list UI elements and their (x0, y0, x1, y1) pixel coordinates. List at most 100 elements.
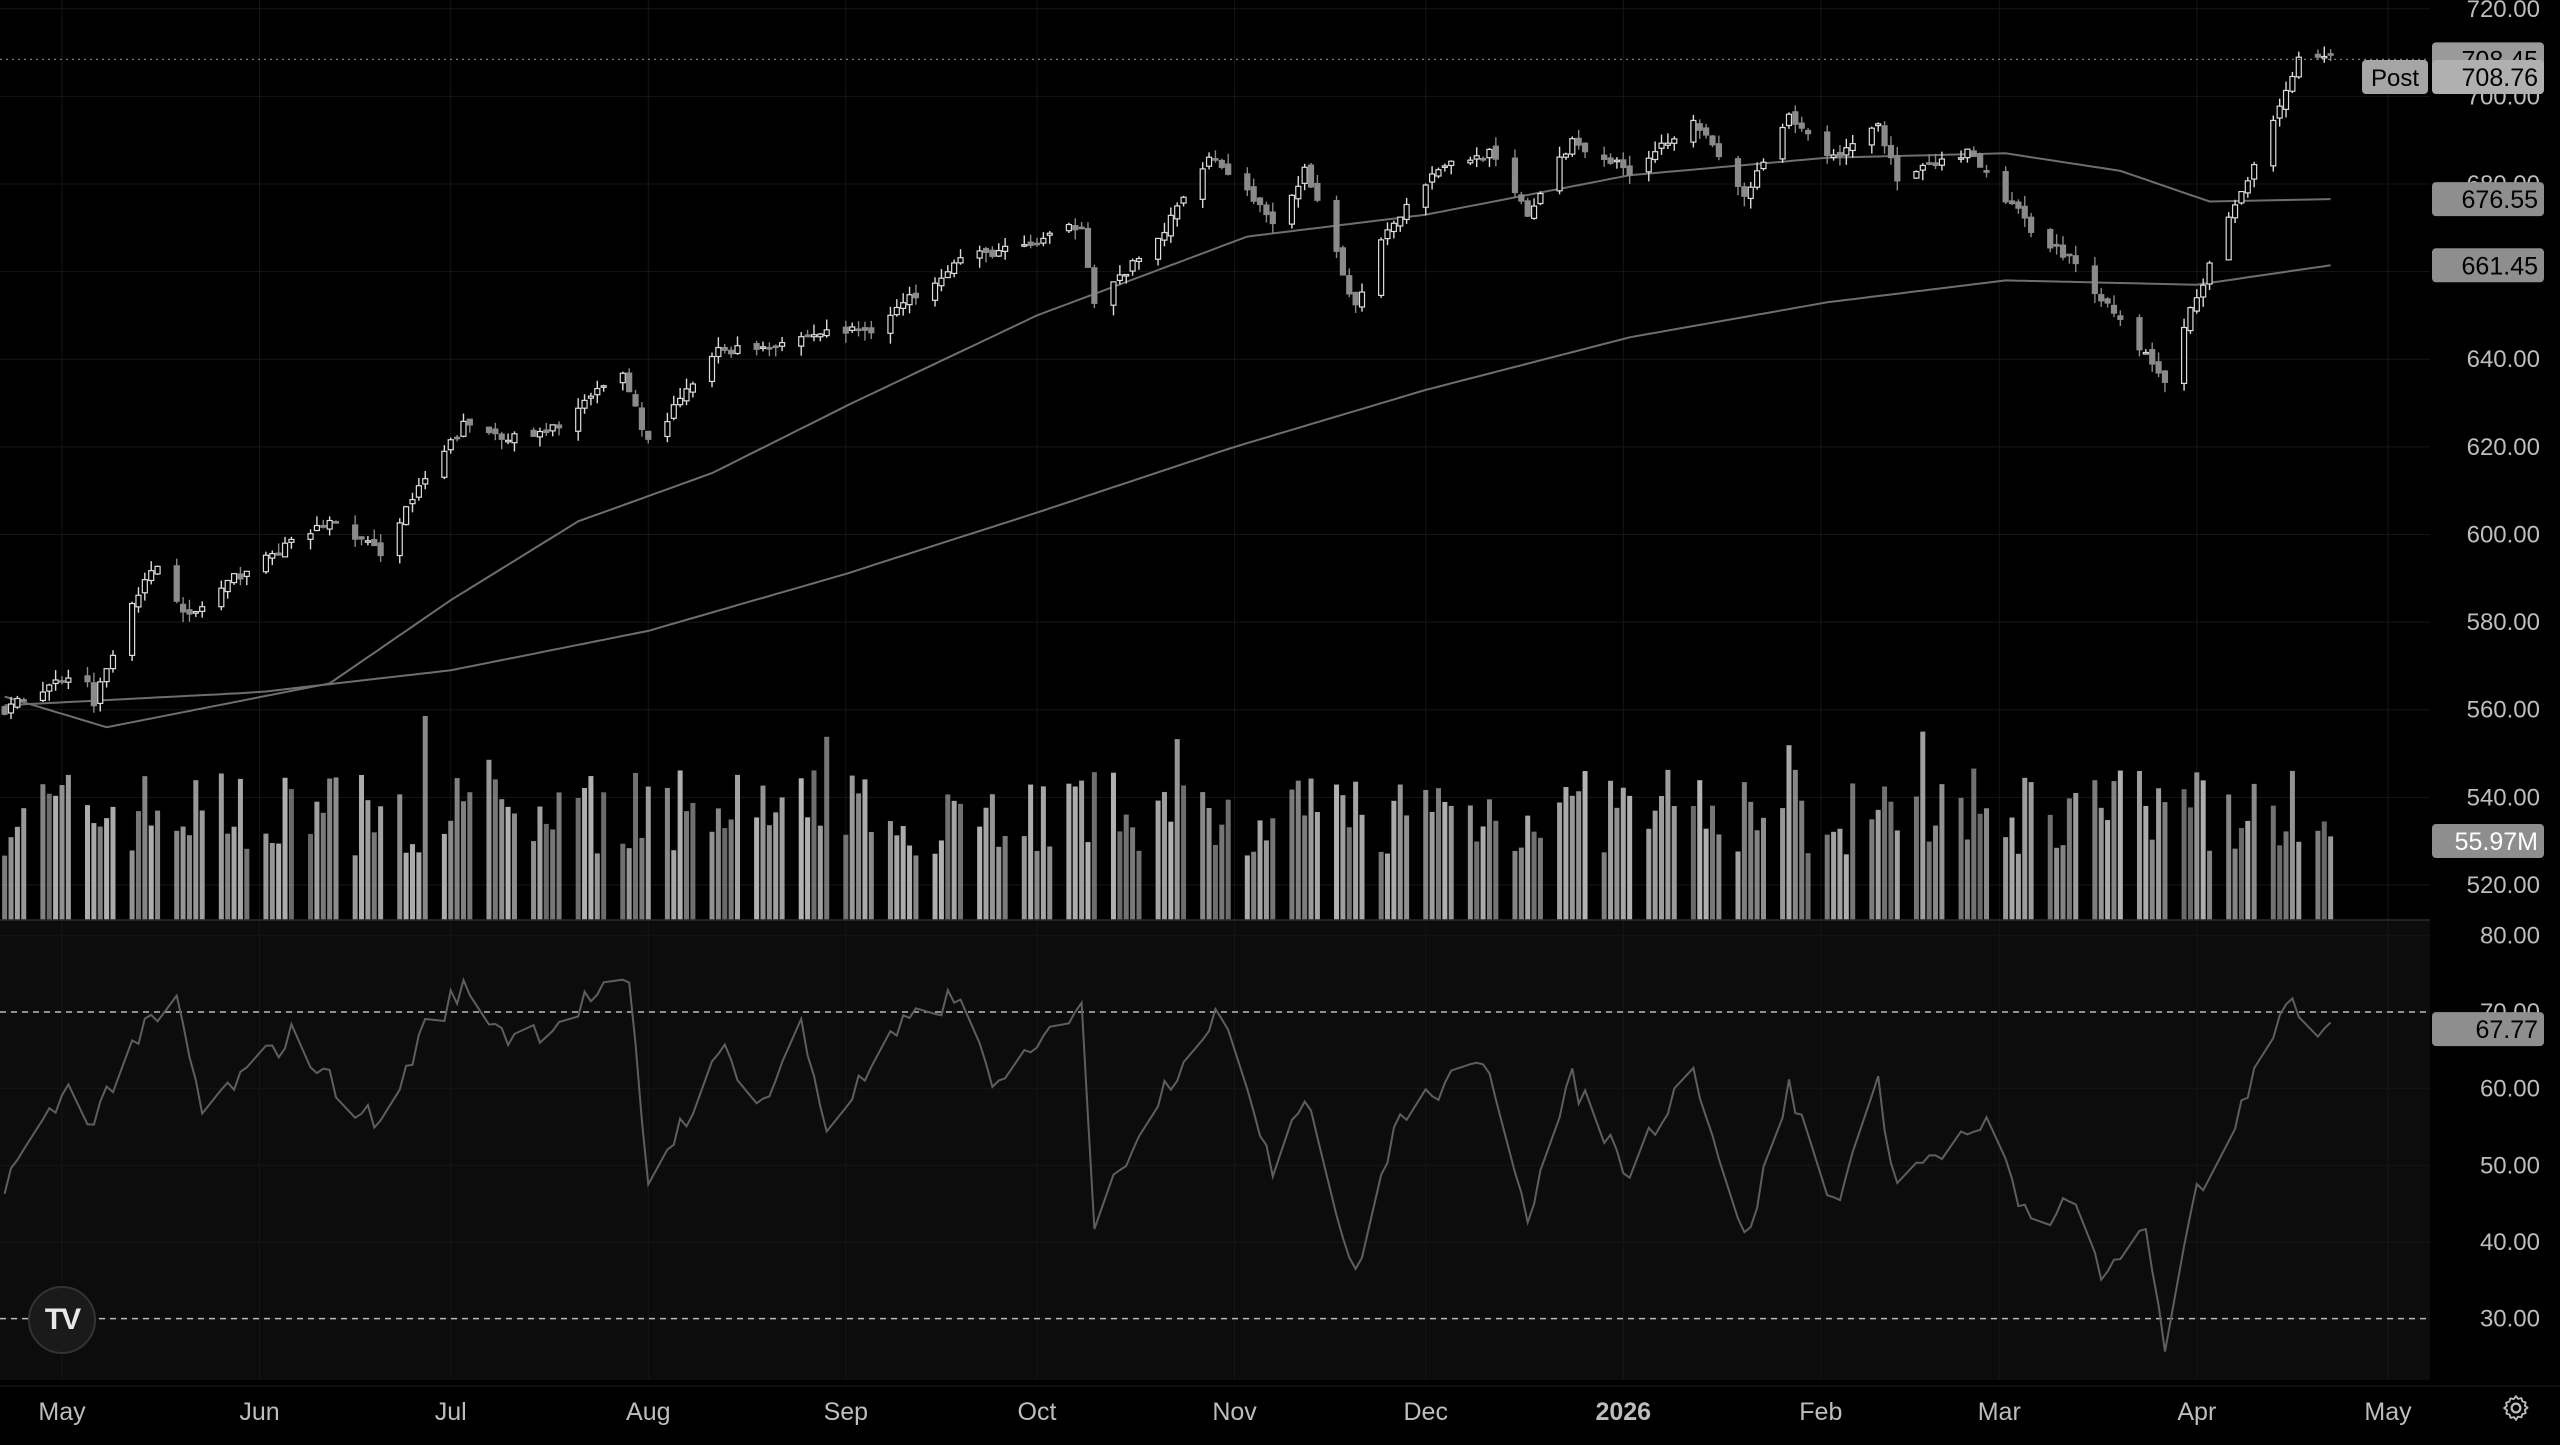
candle (619, 371, 626, 391)
candle-body (543, 429, 550, 434)
candle-body (148, 570, 155, 582)
candle-body (689, 383, 696, 393)
candle (1581, 142, 1589, 159)
candle (2187, 306, 2194, 334)
candle (1154, 237, 1162, 266)
candle (1964, 148, 1971, 163)
candle-body (1747, 186, 1754, 200)
candle (1645, 150, 1652, 182)
candle-body (1957, 157, 1965, 160)
candle (415, 477, 422, 501)
candle (262, 551, 270, 574)
volume-bar (1569, 795, 1575, 920)
candle-body (1626, 165, 1633, 176)
candle (772, 344, 779, 357)
volume-bar (269, 842, 275, 920)
candle-body (141, 579, 148, 594)
volume-bar (1958, 797, 1964, 920)
candle (887, 306, 894, 344)
candle-body (2161, 370, 2169, 383)
volume-bar (1614, 807, 1620, 920)
candle (1690, 114, 1697, 148)
candle (2053, 234, 2060, 255)
candle-body (1964, 148, 1971, 159)
candle-body (1696, 123, 1703, 131)
ma-short-badge-text: 676.55 (2462, 186, 2538, 214)
rsi-badge-text: 67.77 (2475, 1016, 2538, 1044)
candle (1671, 136, 1678, 151)
candle (1779, 123, 1786, 163)
candle-body (530, 429, 537, 437)
candle-body (549, 424, 556, 432)
candle-body (1397, 216, 1404, 227)
candle (326, 516, 333, 536)
volume-bar (1493, 820, 1499, 920)
candle-body (893, 306, 900, 316)
volume-bar (1378, 851, 1384, 920)
time-tick-label: Oct (1018, 1398, 1057, 1426)
volume-bar (728, 819, 734, 920)
candle (1715, 135, 1722, 161)
candle-body (58, 680, 66, 683)
ma-long-badge-bg (2432, 248, 2544, 283)
candle (1664, 133, 1671, 150)
candle (275, 543, 282, 556)
volume-bar (773, 812, 779, 920)
candle-body (485, 426, 493, 434)
candle (199, 601, 206, 618)
candle (1212, 150, 1219, 163)
candle (2072, 245, 2079, 273)
candle-body (281, 542, 289, 558)
candle (1167, 207, 1174, 243)
candle (2047, 228, 2054, 253)
tradingview-logo-icon[interactable]: TV (28, 1286, 96, 1354)
volume-bar (582, 788, 588, 920)
price-tick-label: 640.00 (2467, 346, 2540, 373)
candle-body (1824, 131, 1831, 157)
time-tick-label: Mar (1978, 1398, 2021, 1426)
volume-bar (1346, 827, 1352, 920)
candle-body (2002, 171, 2009, 203)
volume-bar (951, 800, 957, 920)
candle-body (320, 524, 327, 528)
candle-body (995, 250, 1002, 257)
candle (1518, 191, 1525, 205)
candle (288, 536, 295, 549)
candle-body (1, 706, 8, 715)
volume-bar (2251, 783, 2257, 920)
candle-body (2187, 307, 2194, 332)
candle (951, 259, 958, 278)
candle (84, 666, 91, 688)
candle (358, 536, 365, 546)
volume-bar (2289, 770, 2295, 920)
volume-bar (1786, 745, 1792, 920)
volume-bar (320, 812, 326, 920)
candle (1894, 146, 1901, 191)
volume-bar (1760, 817, 1766, 920)
candle (664, 412, 671, 443)
volume-bar (1601, 852, 1607, 920)
candle (1021, 235, 1028, 248)
candle (307, 529, 314, 550)
volume-bar (531, 841, 537, 920)
candle (1110, 281, 1117, 316)
candle-body (2193, 297, 2200, 312)
candle-body (243, 570, 250, 577)
candle-body (753, 343, 760, 350)
candle (103, 668, 110, 688)
candle (2206, 260, 2213, 290)
volume-bar (2315, 830, 2321, 920)
candle-body (670, 404, 677, 419)
candle (2149, 342, 2156, 372)
candle (600, 384, 607, 392)
gear-icon[interactable] (2496, 1388, 2536, 1428)
candle-body (887, 314, 894, 334)
volume-bar (1423, 789, 1429, 920)
candle-body (128, 602, 136, 656)
candle-body (1065, 223, 1072, 232)
candle (1288, 194, 1296, 229)
volume-bar (1703, 828, 1709, 920)
candle (1607, 153, 1614, 165)
